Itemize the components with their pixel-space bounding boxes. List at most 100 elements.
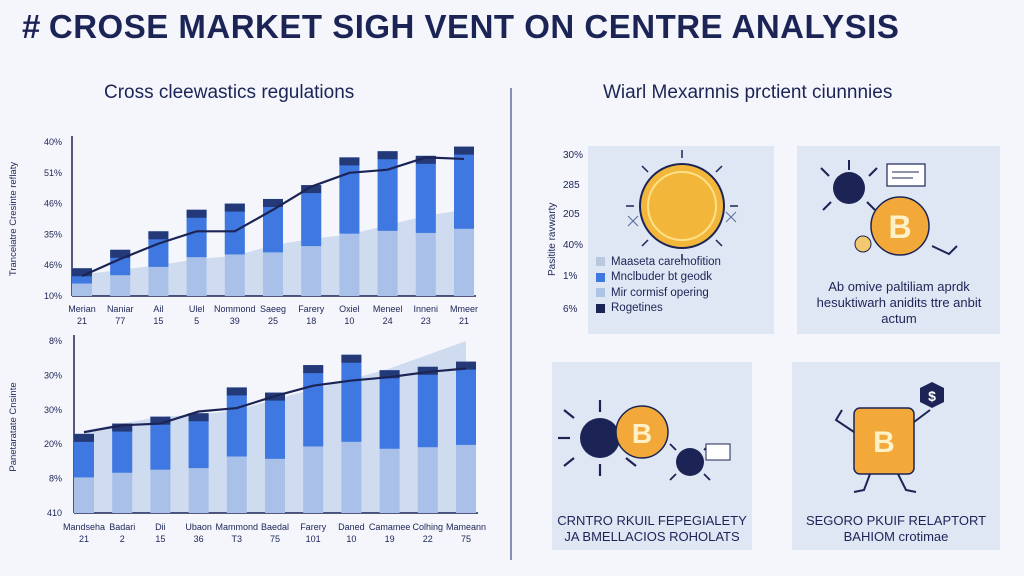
y-tick-label: 35% — [44, 229, 62, 239]
bar — [226, 387, 247, 457]
page-title: # CROSE MARKET SIGH VENT ON CENTRE ANALYS… — [22, 8, 899, 46]
bar — [148, 231, 169, 267]
x-tick-label: 21 — [79, 534, 89, 544]
bar-cap — [148, 231, 169, 240]
x-tick-label: Mammond — [216, 522, 259, 532]
panel-divider — [510, 88, 512, 560]
right-y-tick: 30% — [563, 150, 584, 161]
bar-cap — [224, 203, 245, 212]
x-tick-label: 39 — [230, 316, 240, 326]
y-tick-label: 8% — [49, 336, 62, 346]
bar-cap — [186, 209, 207, 218]
bar-cap — [377, 151, 398, 160]
sun-coin-icon — [626, 150, 738, 260]
y-tick-label: 8% — [49, 474, 62, 484]
right-y-tick: 6% — [563, 304, 578, 315]
legend-swatch — [596, 272, 605, 282]
bar-cap — [110, 249, 131, 258]
x-tick-label: 24 — [383, 316, 393, 326]
right-panel-subtitle: Wiarl Mexarnnis prctient ciunnnies — [603, 82, 893, 103]
x-tick-label: 75 — [270, 534, 280, 544]
y-tick-label: 46% — [44, 199, 62, 209]
legend-label: Mir cormisf opering — [611, 286, 709, 299]
bar — [150, 416, 171, 470]
bar-cap — [112, 423, 133, 432]
bar-cap — [456, 361, 476, 370]
bar-cap — [303, 365, 324, 374]
x-tick-label: 2 — [120, 534, 125, 544]
legend-item: Mnclbuder bt geodk — [596, 270, 721, 286]
coin-symbol-2: B — [632, 418, 652, 449]
right-y-tick: 285 — [563, 180, 580, 191]
bar-cap — [150, 416, 171, 425]
coin-symbol-3: B — [873, 426, 895, 459]
x-tick-label: Mmeer — [450, 304, 478, 314]
x-tick-label: 36 — [194, 534, 204, 544]
x-tick-label: 21 — [77, 316, 87, 326]
bitcoin-bug-icon: B — [820, 160, 958, 256]
y-tick-label: 51% — [44, 168, 62, 178]
y-tick-label: 20% — [44, 439, 62, 449]
left-panel-subtitle: Cross cleewastics regulations — [104, 82, 355, 103]
y-tick-label: 40% — [44, 137, 62, 147]
legend-label: Rogetines — [611, 302, 663, 315]
bar — [454, 146, 474, 229]
bar — [301, 185, 322, 247]
y-tick-label: 30% — [44, 370, 62, 380]
bar-cap — [263, 198, 283, 207]
legend-swatch — [596, 303, 605, 313]
x-tick-label: Daned — [338, 522, 365, 532]
x-tick-label: Ail — [153, 304, 163, 314]
page-title-text: CROSE MARKET SIGH VENT ON CENTRE ANALYSI… — [48, 8, 900, 45]
x-tick-label: 77 — [115, 316, 125, 326]
x-tick-label: 10 — [346, 534, 356, 544]
x-tick-label: 18 — [306, 316, 316, 326]
bar-cap — [417, 366, 438, 375]
x-tick-label: 15 — [153, 316, 163, 326]
right-y-tick: 40% — [563, 240, 584, 251]
bar — [341, 354, 362, 442]
x-tick-label: Mameann — [446, 522, 486, 532]
bar — [186, 209, 207, 258]
x-tick-label: Naniar — [107, 304, 134, 314]
x-tick-label: 23 — [421, 316, 431, 326]
x-tick-label: Ubaon — [185, 522, 212, 532]
tile-bitcoin-walker: $ B — [792, 362, 1000, 550]
hash-icon: # — [22, 8, 41, 45]
bar — [415, 155, 436, 233]
coin-symbol: B — [888, 209, 911, 245]
bar — [112, 423, 133, 473]
x-tick-label: Meneel — [373, 304, 403, 314]
bar — [188, 413, 209, 469]
y-axis-label: Panetaratate Cnsinte — [8, 382, 19, 471]
caption-bottom-right: SEGORO PKUIF RELAPTORT BAHIOM crotimae — [805, 513, 987, 544]
bar — [379, 370, 400, 449]
x-tick-label: Colhing — [413, 522, 444, 532]
x-tick-label: Oxiel — [339, 304, 360, 314]
x-tick-label: 25 — [268, 316, 278, 326]
trend-line — [83, 367, 467, 434]
x-tick-label: 101 — [306, 534, 321, 544]
top-chart: Merian 21 Naniar 77 Ail 15 Ulel 5 Nommond 39 Saeeg… — [8, 136, 478, 326]
bar — [456, 361, 476, 445]
bar — [74, 433, 94, 478]
x-tick-label: 21 — [459, 316, 469, 326]
x-tick-label: Camamee — [369, 522, 411, 532]
x-tick-label: Badari — [109, 522, 135, 532]
bar-cap — [301, 185, 322, 194]
legend-swatch — [596, 288, 605, 298]
x-tick-label: Mandseha — [63, 522, 105, 532]
legend-item: Maaseta caremofition — [596, 254, 721, 270]
bar — [263, 198, 283, 253]
bar-cap — [454, 146, 474, 155]
bar-cap — [339, 157, 360, 166]
bar — [224, 203, 245, 255]
x-tick-label: Saeeg — [260, 304, 286, 314]
bar — [303, 365, 324, 447]
bar-cap — [379, 370, 400, 379]
x-tick-label: Farery — [300, 522, 327, 532]
right-y-axis-label: Pasitite ravwarty — [547, 202, 558, 276]
y-tick-label: 410 — [47, 508, 62, 518]
x-tick-label: Nommond — [214, 304, 256, 314]
tile-sun-coin — [588, 146, 774, 334]
